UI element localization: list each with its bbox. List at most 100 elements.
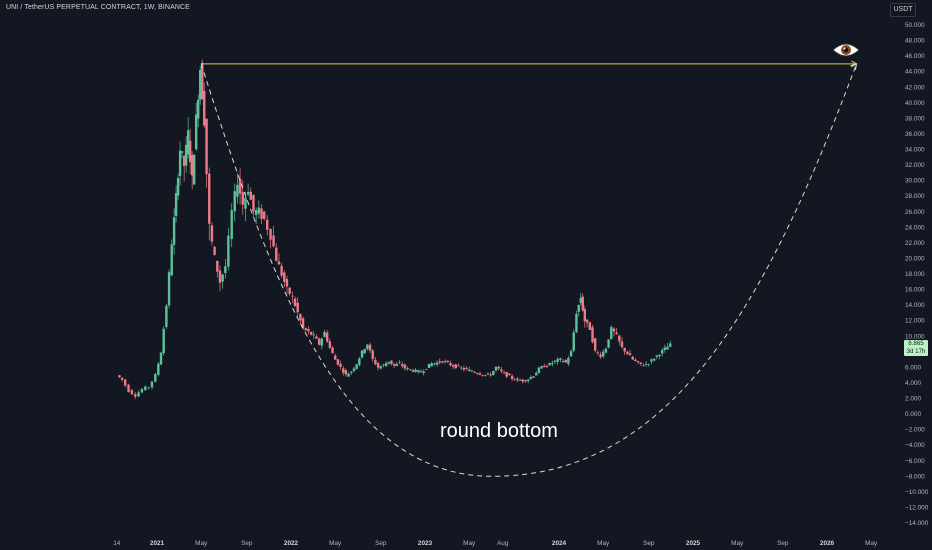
candle-body [650, 359, 653, 362]
candle-body [210, 225, 214, 242]
y-tick-label: 36.000 [905, 131, 925, 138]
candle-body [569, 351, 573, 357]
candle-body [275, 247, 278, 261]
candle-body [634, 359, 637, 362]
candle-body [575, 313, 578, 333]
candle-body [642, 365, 645, 367]
y-tick-label: 14.000 [905, 302, 925, 309]
round-bottom-curve[interactable] [200, 63, 857, 477]
candle-body [607, 339, 610, 348]
candle-body [537, 367, 541, 373]
candle-body [666, 346, 669, 350]
candle-body [199, 69, 202, 100]
candle-body [449, 362, 452, 366]
candle-body [360, 350, 364, 358]
candle-body [317, 338, 321, 345]
candle-body [476, 373, 479, 374]
candle-body [473, 371, 476, 373]
candle-body [585, 319, 589, 323]
y-tick-label: −12.000 [905, 504, 929, 511]
candle-body [599, 354, 602, 358]
y-tick-label: 28.000 [905, 193, 925, 200]
candle-body [543, 365, 546, 368]
candle-body [254, 210, 258, 215]
candle-body [233, 191, 236, 212]
candle-body [216, 260, 219, 272]
candle-body [307, 329, 310, 332]
candle-body [157, 363, 160, 375]
candle-body [451, 364, 455, 367]
y-tick-label: −8.000 [905, 473, 925, 480]
candle-body [347, 373, 350, 377]
candle-body [339, 363, 342, 367]
candle-body [441, 361, 444, 363]
x-tick-label: 2023 [418, 540, 433, 547]
y-tick-label: 24.000 [905, 224, 925, 231]
y-tick-label: 22.000 [905, 240, 925, 247]
candle-body [227, 235, 230, 267]
candle-body [647, 364, 650, 365]
y-tick-label: −14.000 [905, 520, 929, 527]
candle-body [559, 358, 562, 360]
last-price: 8.865 [908, 340, 924, 347]
candle-body [123, 379, 127, 386]
candle-body [120, 377, 124, 380]
candle-body [540, 366, 543, 369]
candle-body [366, 344, 369, 350]
candle-body [427, 363, 431, 369]
candle-body [165, 305, 168, 328]
candle-body [626, 351, 629, 354]
candle-body [144, 386, 147, 391]
candle-body [583, 309, 586, 322]
candle-body [190, 155, 194, 176]
candle-body [147, 387, 150, 389]
candle-body [331, 347, 334, 354]
candle-body [564, 360, 567, 363]
candle-body [411, 370, 415, 372]
candle-body [398, 362, 401, 364]
candle-body [500, 369, 503, 372]
candle-body [508, 373, 511, 376]
y-tick-label: 32.000 [905, 162, 925, 169]
currency-selector[interactable]: USDT [890, 3, 916, 17]
candle-body [238, 178, 242, 194]
candle-body [309, 331, 313, 335]
x-tick-label: May [195, 540, 208, 547]
last-price-tag: 8.865 3d 17h [904, 340, 928, 356]
candle-body [277, 261, 281, 265]
candle-body [417, 370, 420, 373]
x-tick-label: 2022 [284, 540, 299, 547]
candle-body [197, 99, 200, 119]
candle-body [376, 363, 380, 368]
y-tick-label: 20.000 [905, 255, 925, 262]
candle-body [465, 367, 468, 369]
candle-body [484, 374, 487, 376]
x-tick-label: Sep [643, 540, 655, 547]
candle-body [344, 370, 348, 375]
candle-body [435, 362, 439, 365]
candle-body [336, 359, 340, 365]
candle-body [291, 295, 294, 297]
candle-body [403, 364, 407, 369]
candle-body [518, 379, 522, 381]
candle-body [280, 265, 283, 276]
candle-body [521, 379, 525, 382]
candle-body [137, 392, 140, 397]
candle-body [224, 266, 227, 273]
y-tick-label: 18.000 [905, 271, 925, 278]
candle-body [325, 332, 329, 342]
candle-body [162, 328, 165, 354]
x-tick-label: 2025 [686, 540, 701, 547]
y-tick-label: 4.000 [905, 380, 921, 387]
candle-body [296, 302, 299, 313]
candle-body [140, 389, 144, 393]
y-tick-label: 42.000 [905, 84, 925, 91]
candle-body [246, 192, 250, 195]
candle-body [438, 361, 441, 363]
x-tick-label: 2021 [150, 540, 165, 547]
x-tick-label: May [329, 540, 342, 547]
candle-body [652, 358, 656, 361]
candle-body [492, 370, 495, 376]
candle-body [285, 279, 289, 287]
